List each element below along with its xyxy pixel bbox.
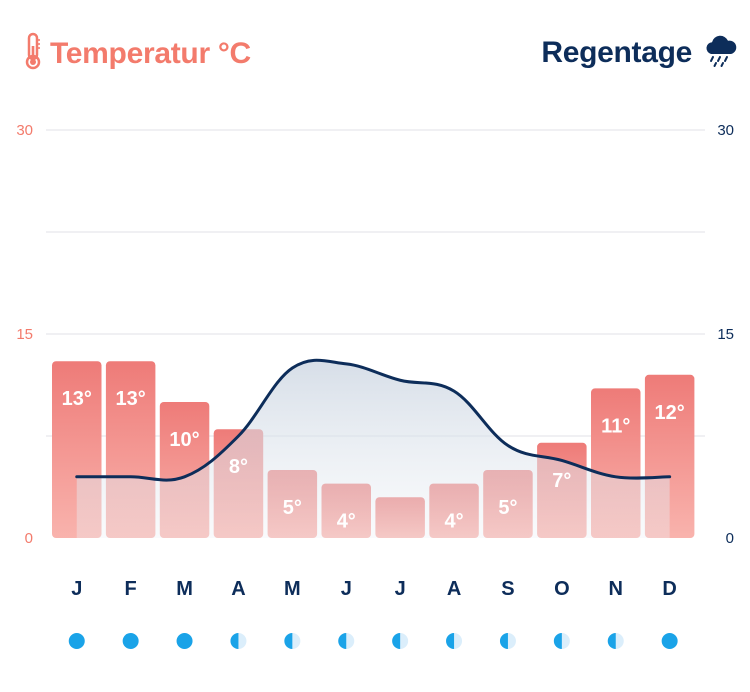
full-moon-icon	[122, 633, 139, 649]
temperature-data-label: 5°	[498, 497, 517, 519]
month-label: S	[501, 578, 514, 600]
half-moon-shade	[446, 633, 455, 649]
temperature-data-label: 4°	[337, 511, 356, 533]
half-moon-shade	[338, 633, 347, 649]
temperature-data-label: 7°	[552, 470, 571, 492]
month-label: M	[284, 578, 301, 600]
month-label: A	[231, 578, 245, 600]
half-moon-shade	[553, 633, 562, 649]
right-axis-tick-label: 30	[717, 122, 734, 139]
chart-header: Temperatur °C Regentage	[0, 0, 750, 100]
full-moon-icon	[661, 633, 678, 649]
temperature-data-label: 5°	[283, 497, 302, 519]
half-moon-shade	[392, 633, 401, 649]
month-label: F	[125, 578, 137, 600]
temperature-data-label: 8°	[229, 456, 248, 478]
rain-days-line	[75, 358, 672, 482]
temperature-data-label: 11°	[601, 415, 630, 437]
month-label: N	[609, 578, 623, 600]
temperature-data-label: 12°	[655, 402, 685, 424]
left-axis-tick-label: 0	[25, 530, 33, 547]
right-axis-tick-label: 0	[726, 530, 734, 547]
month-label: J	[71, 578, 82, 600]
rain-legend: Regentage	[541, 32, 738, 73]
thermometer-icon	[24, 32, 42, 75]
temperature-data-label: 13°	[116, 388, 146, 410]
half-moon-shade	[230, 633, 239, 649]
month-label: J	[341, 578, 352, 600]
half-moon-shade	[499, 633, 508, 649]
rain-days-area	[76, 360, 670, 538]
rain-days-title: Regentage	[541, 35, 692, 69]
full-moon-icon	[68, 633, 85, 649]
month-label: A	[447, 578, 461, 600]
half-moon-shade	[607, 633, 616, 649]
right-axis-tick-label: 15	[717, 326, 734, 343]
temperature-data-label: 13°	[62, 388, 92, 410]
full-moon-icon	[176, 633, 193, 649]
month-label: D	[662, 578, 676, 600]
temperature-legend: Temperatur °C	[24, 32, 251, 75]
month-label: J	[395, 578, 406, 600]
month-label: M	[176, 578, 193, 600]
left-axis-tick-label: 15	[16, 326, 33, 343]
temperature-title: Temperatur °C	[50, 36, 251, 70]
temperature-data-label: 4°	[444, 511, 463, 533]
month-label: O	[554, 578, 570, 600]
left-axis-tick-label: 30	[16, 122, 33, 139]
rain-cloud-icon	[704, 32, 738, 73]
temperature-data-label: 10°	[169, 429, 199, 451]
half-moon-shade	[284, 633, 293, 649]
